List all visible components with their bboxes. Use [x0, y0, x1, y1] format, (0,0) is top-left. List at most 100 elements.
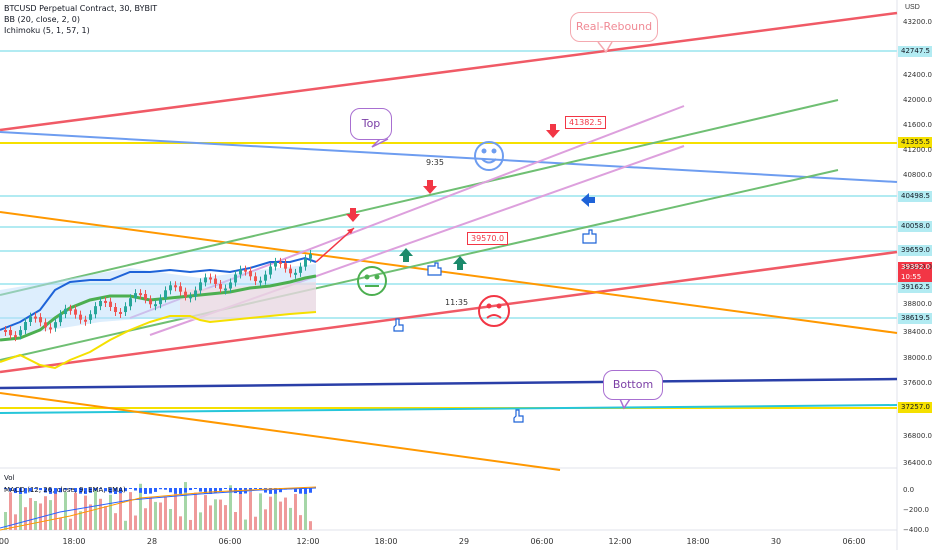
volume-bar: [74, 492, 77, 530]
teal-trendline[interactable]: [0, 404, 898, 414]
green-channel-lower[interactable]: [0, 169, 839, 361]
price-box-lower[interactable]: 39570.0: [467, 232, 509, 245]
candle-body: [134, 293, 137, 299]
volume-bar: [119, 492, 122, 530]
candle-body: [279, 261, 282, 264]
blue-descending-trendline[interactable]: [0, 131, 898, 183]
volume-bar: [234, 512, 237, 530]
price-tick: 39600.0: [903, 263, 932, 271]
bb-upper-band: [0, 256, 317, 331]
candle-body: [259, 280, 262, 283]
volume-bar: [134, 515, 137, 530]
price-tick: 42000.0: [903, 96, 932, 104]
red-lower-trendline[interactable]: [0, 250, 898, 374]
candle-body: [249, 270, 252, 277]
top-callout[interactable]: Top: [350, 108, 392, 140]
candle-body: [104, 300, 107, 303]
vol-label: Vol: [4, 474, 15, 482]
candlestick-series[interactable]: [4, 250, 312, 342]
price-tick: 41200.0: [903, 146, 932, 154]
macd-histogram-bar: [194, 488, 197, 489]
navy-trendline[interactable]: [0, 377, 898, 390]
candle-body: [269, 266, 272, 275]
volume-bar: [124, 520, 127, 530]
price-box-upper[interactable]: 41382.5: [565, 116, 607, 129]
volume-bar: [209, 505, 212, 530]
orange-trendline-upper[interactable]: [0, 211, 898, 334]
time-tick: 00: [0, 537, 10, 546]
symbol-line: BTCUSD Perpetual Contract, 30, BYBIT: [4, 4, 158, 13]
macd-histogram-bar: [59, 488, 62, 493]
volume-bar: [244, 519, 247, 530]
macd-histogram-bar: [209, 488, 212, 494]
candle-body: [4, 330, 7, 332]
candle-body: [119, 311, 122, 314]
level-price-label: 42747.5: [901, 47, 930, 55]
volume-bar: [204, 495, 207, 530]
volume-bar: [44, 496, 47, 530]
candle-body: [244, 269, 247, 272]
candle-body: [29, 316, 32, 323]
volume-bar: [289, 507, 292, 530]
volume-bar: [159, 502, 162, 530]
macd-histogram-bar: [104, 488, 107, 492]
volume-bar: [189, 519, 192, 530]
candle-body: [69, 308, 72, 311]
macd-histogram-bar: [64, 488, 67, 490]
candle-body: [59, 314, 62, 323]
volume-bar: [24, 507, 27, 530]
volume-bar: [264, 509, 267, 530]
macd-histogram-bar: [129, 488, 132, 489]
bottom-callout[interactable]: Bottom: [603, 370, 663, 400]
candle-body: [219, 283, 222, 289]
neutral-face-icon: [357, 266, 387, 296]
countdown-label: 10:55: [901, 273, 922, 281]
volume-bar: [194, 492, 197, 530]
time-annotation-a: 9:35: [426, 158, 444, 167]
macd-volume-pane[interactable]: [0, 482, 317, 531]
macd-histogram-bar: [44, 488, 47, 493]
time-tick: 06:00: [530, 537, 554, 546]
hand-pointer-icons: [393, 229, 597, 423]
macd-histogram-bar: [294, 488, 297, 492]
candle-body: [204, 277, 207, 283]
orange-trendline-lower[interactable]: [0, 392, 561, 471]
macd-histogram-bar: [144, 488, 147, 494]
time-tick: 18:00: [686, 537, 710, 546]
price-tick: 40800.0: [903, 171, 932, 179]
candle-body: [74, 309, 77, 315]
macd-histogram-bar: [174, 488, 177, 494]
candle-body: [174, 285, 177, 288]
volume-bar: [174, 493, 177, 530]
volume-bar: [284, 497, 287, 530]
red-upper-trendline[interactable]: [0, 11, 898, 132]
level-price-label: 39162.5: [901, 283, 930, 291]
bb-lower-band: [0, 311, 317, 370]
macd-histogram-bar: [204, 488, 207, 494]
price-tick: 38800.0: [903, 300, 932, 308]
green-channel-upper[interactable]: [0, 99, 839, 296]
macd-histogram-bar: [19, 488, 22, 494]
volume-bar: [29, 498, 32, 530]
macd-histogram-bar: [304, 488, 307, 494]
volume-bar: [89, 504, 92, 530]
candle-body: [159, 298, 162, 305]
macd-histogram-bar: [79, 488, 82, 494]
volume-bar: [109, 494, 112, 530]
candle-body: [124, 306, 127, 313]
volume-bar: [179, 516, 182, 530]
macd-histogram-bar: [99, 488, 102, 489]
volume-bar: [4, 512, 7, 530]
real-rebound-callout[interactable]: Real-Rebound: [570, 12, 658, 42]
macd-histogram-bar: [309, 488, 312, 493]
macd-histogram-bar: [109, 488, 112, 494]
price-tick: 36800.0: [903, 432, 932, 440]
macd-histogram-bar: [89, 488, 92, 493]
macd-histogram-bar: [24, 488, 27, 494]
macd-histogram-bar: [119, 488, 122, 494]
candle-body: [284, 263, 287, 269]
macd-histogram-bar: [74, 488, 77, 492]
macd-histogram-bar: [9, 488, 12, 491]
candle-body: [79, 314, 82, 320]
